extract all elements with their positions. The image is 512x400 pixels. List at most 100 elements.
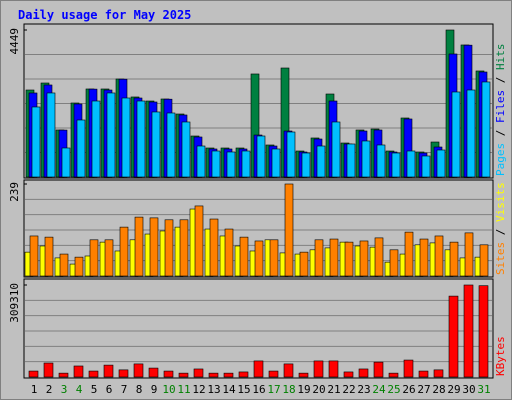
bar bbox=[313, 360, 324, 378]
x-tick-label: 1 bbox=[31, 383, 38, 396]
x-tick-label: 4 bbox=[76, 383, 83, 396]
bar bbox=[329, 238, 339, 277]
legend-separator: / bbox=[494, 70, 507, 90]
bar bbox=[211, 150, 221, 178]
bar bbox=[253, 360, 264, 378]
y-tick-label: 239 bbox=[8, 182, 21, 202]
bar bbox=[421, 155, 431, 178]
bar bbox=[419, 238, 429, 277]
bar bbox=[106, 92, 116, 178]
x-tick-label: 28 bbox=[432, 383, 445, 396]
x-tick-label: 16 bbox=[252, 383, 265, 396]
bar bbox=[451, 91, 461, 178]
x-tick-label: 20 bbox=[312, 383, 325, 396]
bar bbox=[463, 284, 474, 378]
x-tick-label: 13 bbox=[207, 383, 220, 396]
legend-separator: / bbox=[494, 222, 507, 242]
chart-title: Daily usage for May 2025 bbox=[18, 8, 191, 22]
bar bbox=[298, 372, 309, 378]
bar bbox=[268, 370, 279, 378]
bar bbox=[464, 232, 474, 277]
bar bbox=[74, 256, 84, 277]
bar bbox=[178, 372, 189, 378]
bar bbox=[119, 226, 129, 277]
bar bbox=[301, 152, 311, 178]
bar bbox=[299, 251, 309, 277]
bar bbox=[209, 218, 219, 277]
y-tick-label: 309310 bbox=[8, 283, 21, 323]
bar bbox=[448, 295, 459, 378]
bar bbox=[194, 205, 204, 277]
bar bbox=[358, 368, 369, 378]
bar bbox=[361, 140, 371, 178]
bar bbox=[196, 145, 206, 178]
x-tick-label: 26 bbox=[402, 383, 415, 396]
x-tick-label: 9 bbox=[151, 383, 158, 396]
bar bbox=[88, 370, 99, 378]
bar bbox=[256, 135, 266, 178]
x-tick-label: 12 bbox=[192, 383, 205, 396]
bar bbox=[226, 151, 236, 178]
bar bbox=[343, 371, 354, 378]
bar bbox=[391, 152, 401, 178]
bar bbox=[481, 81, 491, 178]
bar bbox=[479, 244, 489, 277]
legend-entry: Hits bbox=[494, 44, 507, 71]
legend: KBytes bbox=[494, 336, 507, 376]
bar bbox=[346, 143, 356, 178]
bar bbox=[148, 367, 159, 378]
bar bbox=[314, 239, 324, 277]
bar bbox=[331, 121, 341, 178]
x-tick-label: 6 bbox=[106, 383, 113, 396]
legend: Sites / Visits bbox=[494, 182, 507, 275]
x-tick-label: 31 bbox=[477, 383, 490, 396]
bar bbox=[254, 240, 264, 277]
bar bbox=[286, 131, 296, 178]
bar bbox=[166, 112, 176, 178]
x-tick-label: 11 bbox=[177, 383, 190, 396]
bar bbox=[376, 144, 386, 178]
bar bbox=[28, 370, 39, 378]
bar bbox=[359, 240, 369, 277]
bar bbox=[241, 150, 251, 178]
bar bbox=[373, 361, 384, 378]
bar bbox=[121, 97, 131, 178]
bar bbox=[388, 372, 399, 378]
x-tick-label: 29 bbox=[447, 383, 460, 396]
x-tick-label: 8 bbox=[136, 383, 143, 396]
bar bbox=[284, 183, 294, 277]
bar bbox=[208, 372, 219, 378]
bar bbox=[61, 147, 71, 178]
bar bbox=[436, 149, 446, 178]
x-tick-label: 21 bbox=[327, 383, 340, 396]
bar bbox=[136, 100, 146, 178]
x-tick-label: 7 bbox=[121, 383, 128, 396]
x-tick-label: 30 bbox=[462, 383, 475, 396]
bar bbox=[181, 121, 191, 178]
bar bbox=[418, 370, 429, 378]
x-tick-label: 3 bbox=[61, 383, 68, 396]
x-tick-label: 27 bbox=[417, 383, 430, 396]
x-tick-label: 18 bbox=[282, 383, 295, 396]
y-tick-label: 4449 bbox=[8, 28, 21, 55]
bar bbox=[238, 371, 249, 378]
bar bbox=[134, 216, 144, 277]
bar bbox=[328, 360, 339, 378]
bar bbox=[44, 236, 54, 277]
bar bbox=[478, 285, 489, 378]
bar bbox=[58, 372, 69, 378]
x-tick-label: 22 bbox=[342, 383, 355, 396]
bar bbox=[374, 237, 384, 277]
x-tick-label: 2 bbox=[46, 383, 53, 396]
bar bbox=[43, 362, 54, 378]
legend-separator: / bbox=[494, 123, 507, 143]
bar bbox=[404, 231, 414, 277]
bar bbox=[406, 150, 416, 178]
bar bbox=[73, 365, 84, 378]
bar bbox=[403, 359, 414, 378]
bar bbox=[316, 145, 326, 178]
bar bbox=[239, 236, 249, 277]
bar bbox=[91, 100, 101, 178]
bar bbox=[164, 219, 174, 277]
